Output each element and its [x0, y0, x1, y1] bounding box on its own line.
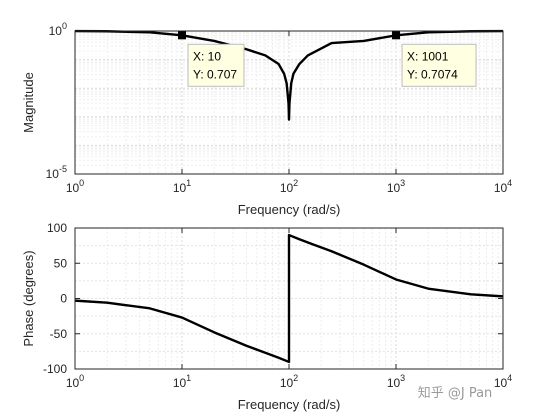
phase-panel: 100 101 102 103 104 100 50 0 -50 -100 Frequency (r…: [21, 221, 512, 412]
phase-ytick-label: 50: [54, 256, 68, 270]
datatip-marker[interactable]: [392, 31, 401, 40]
phase-xtick-label: 102: [280, 373, 298, 390]
phase-series-line: [74, 233, 504, 364]
phase-xtick-label: 104: [494, 373, 512, 390]
magnitude-series-line: [74, 29, 504, 121]
magnitude-xtick-label: 100: [66, 178, 84, 195]
phase-ytick-label: 100: [47, 221, 67, 235]
datatip-y-text: Y: 0.7074: [407, 67, 458, 81]
datatip[interactable]: X: 10 Y: 0.707: [178, 31, 245, 87]
datatip-x-text: X: 1001: [407, 49, 449, 63]
magnitude-xlabel: Frequency (rad/s): [238, 202, 341, 217]
datatip-y-text: Y: 0.707: [193, 67, 237, 81]
watermark: 知乎 @J Pan: [418, 385, 493, 401]
phase-xtick-label: 100: [66, 373, 84, 390]
magnitude-xtick-label: 102: [280, 178, 298, 195]
datatip[interactable]: X: 1001 Y: 0.7074: [392, 31, 477, 87]
magnitude-xtick-label: 103: [387, 178, 405, 195]
phase-ylabel: Phase (degrees): [21, 250, 36, 346]
datatip-marker[interactable]: [178, 31, 186, 40]
phase-ytick-label: 0: [60, 292, 67, 306]
datatip-box: [401, 43, 477, 87]
phase-ytick-label: -100: [43, 362, 67, 376]
magnitude-xtick-label: 101: [173, 178, 191, 195]
phase-ytick-label: -50: [50, 327, 68, 341]
phase-xtick-label: 103: [387, 373, 405, 390]
magnitude-ytick-label: 10-5: [46, 164, 67, 181]
phase-xtick-label: 101: [173, 373, 191, 390]
magnitude-ylabel: Magnitude: [21, 72, 36, 133]
datatip-box: [187, 43, 245, 87]
magnitude-ytick-label: 100: [49, 21, 67, 38]
magnitude-xtick-label: 104: [494, 178, 512, 195]
phase-xlabel: Frequency (rad/s): [238, 397, 341, 412]
datatip-x-text: X: 10: [193, 49, 221, 63]
